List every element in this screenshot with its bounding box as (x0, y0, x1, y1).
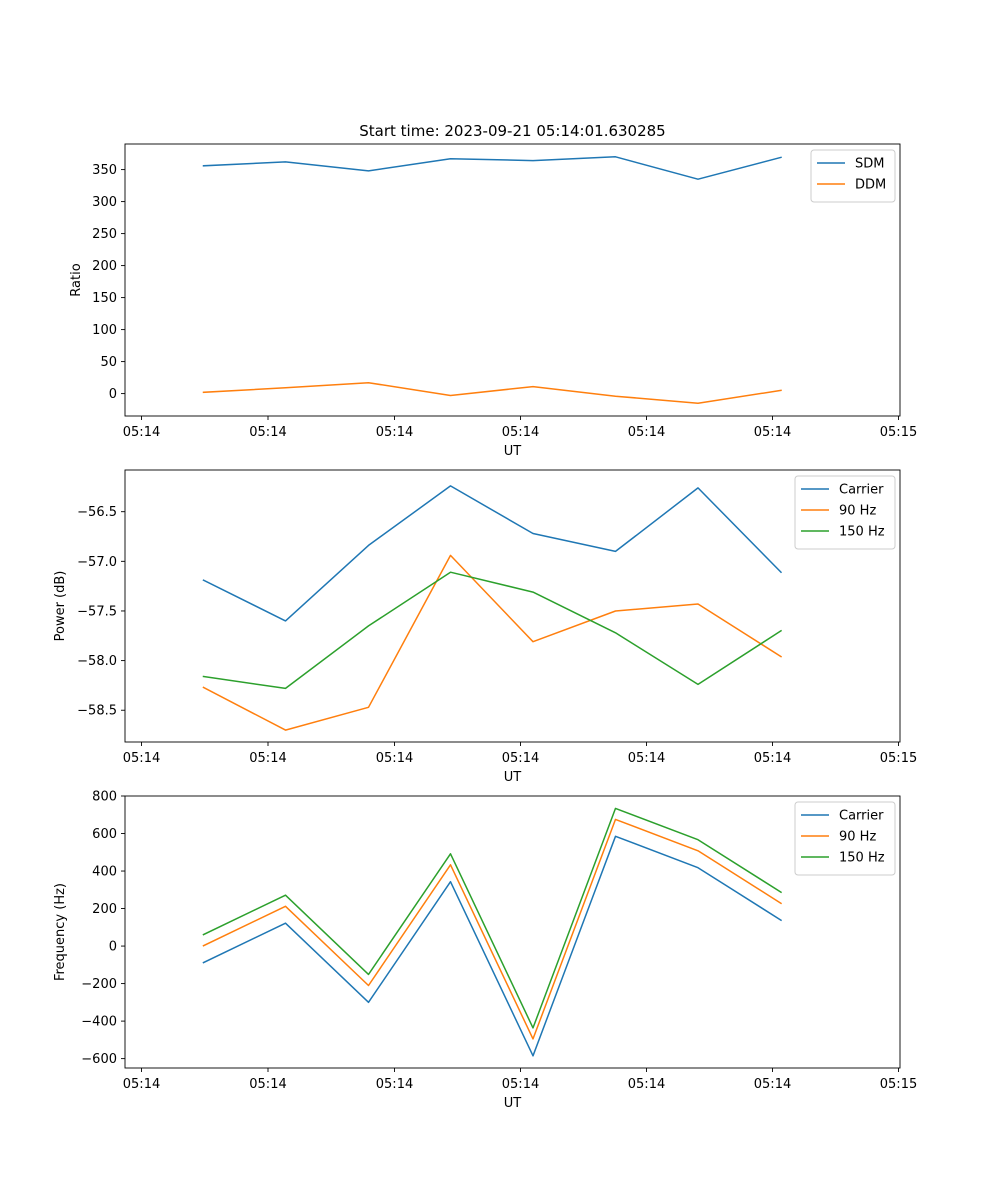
x-tick-label: 05:14 (376, 1077, 413, 1092)
y-axis-label: Ratio (69, 263, 84, 296)
y-tick-label: −200 (81, 977, 117, 992)
x-axis-label: UT (504, 1096, 522, 1111)
legend: SDM DDM (810, 149, 896, 203)
y-tick-label: 200 (92, 259, 117, 274)
axes-power: 05:14 05:14 05:14 05:14 05:14 05:14 05:15 UT −58… (53, 469, 917, 785)
series-line-carrier (202, 485, 783, 622)
y-tick-label: 250 (92, 227, 117, 242)
x-tick-label: 05:14 (123, 425, 160, 440)
x-tick-label: 05:14 (628, 1077, 665, 1092)
series-line-90-hz (202, 818, 783, 1040)
legend-label: Carrier (839, 483, 884, 498)
legend-label: DDM (855, 178, 886, 193)
y-axis-label: Frequency (Hz) (53, 883, 68, 981)
legend-label: 90 Hz (839, 830, 876, 845)
y-tick-label: 600 (92, 827, 117, 842)
axes-frame (124, 143, 901, 417)
series-line-carrier (202, 835, 783, 1057)
y-tick-label: 0 (109, 940, 117, 955)
x-tick-label: 05:14 (123, 1077, 160, 1092)
series-line-150-hz (202, 807, 783, 1029)
x-tick-label: 05:14 (754, 1077, 791, 1092)
legend: Carrier 90 Hz 150 Hz (794, 801, 896, 876)
legend-label: 150 Hz (839, 525, 885, 540)
legend-label: 90 Hz (839, 504, 876, 519)
y-axis-label: Power (dB) (53, 571, 68, 642)
y-tick-label: −58.5 (77, 704, 117, 719)
y-tick-label: 300 (92, 195, 117, 210)
x-tick-label: 05:15 (880, 1077, 917, 1092)
y-tick-label: 150 (92, 291, 117, 306)
y-tick-label: 100 (92, 323, 117, 338)
axes-frequency: 05:14 05:14 05:14 05:14 05:14 05:14 05:15 UT −60… (53, 790, 917, 1112)
x-tick-label: 05:14 (502, 1077, 539, 1092)
x-tick-label: 05:14 (123, 751, 160, 766)
x-tick-label: 05:14 (249, 1077, 286, 1092)
x-axis-label: UT (504, 444, 522, 459)
y-tick-label: −58.0 (77, 654, 117, 669)
y-tick-label: −400 (81, 1015, 117, 1030)
axes-frame (124, 795, 901, 1069)
x-tick-label: 05:14 (376, 751, 413, 766)
series-line-sdm (202, 156, 782, 180)
chart-title: Start time: 2023-09-21 05:14:01.630285 (359, 122, 665, 140)
y-tick-label: 50 (100, 355, 117, 370)
x-tick-label: 05:15 (880, 425, 917, 440)
x-tick-label: 05:14 (628, 751, 665, 766)
x-tick-label: 05:14 (754, 425, 791, 440)
axes-ratio: Start time: 2023-09-21 05:14:01.63028505… (69, 122, 917, 459)
x-tick-label: 05:14 (754, 751, 791, 766)
series-line-ddm (202, 381, 782, 404)
x-tick-label: 05:14 (628, 425, 665, 440)
legend-label: SDM (855, 157, 884, 172)
y-tick-label: 400 (92, 865, 117, 880)
x-tick-label: 05:14 (249, 425, 286, 440)
series-line-90-hz (202, 554, 783, 731)
y-tick-label: 0 (109, 387, 117, 402)
y-tick-label: 350 (92, 163, 117, 178)
x-tick-label: 05:14 (502, 751, 539, 766)
legend-label: Carrier (839, 809, 884, 824)
y-tick-label: −56.5 (77, 505, 117, 520)
x-tick-label: 05:14 (376, 425, 413, 440)
y-tick-label: −600 (81, 1052, 117, 1067)
x-tick-label: 05:14 (502, 425, 539, 440)
y-tick-label: −57.0 (77, 555, 117, 570)
x-tick-label: 05:14 (249, 751, 286, 766)
y-tick-label: 200 (92, 902, 117, 917)
legend: Carrier 90 Hz 150 Hz (794, 475, 896, 550)
legend-label: 150 Hz (839, 851, 885, 866)
x-tick-label: 05:15 (880, 751, 917, 766)
x-axis-label: UT (504, 770, 522, 785)
axes-frame (124, 469, 901, 743)
y-tick-label: −57.5 (77, 604, 117, 619)
series-line-150-hz (202, 571, 783, 690)
y-tick-label: 800 (92, 790, 117, 805)
